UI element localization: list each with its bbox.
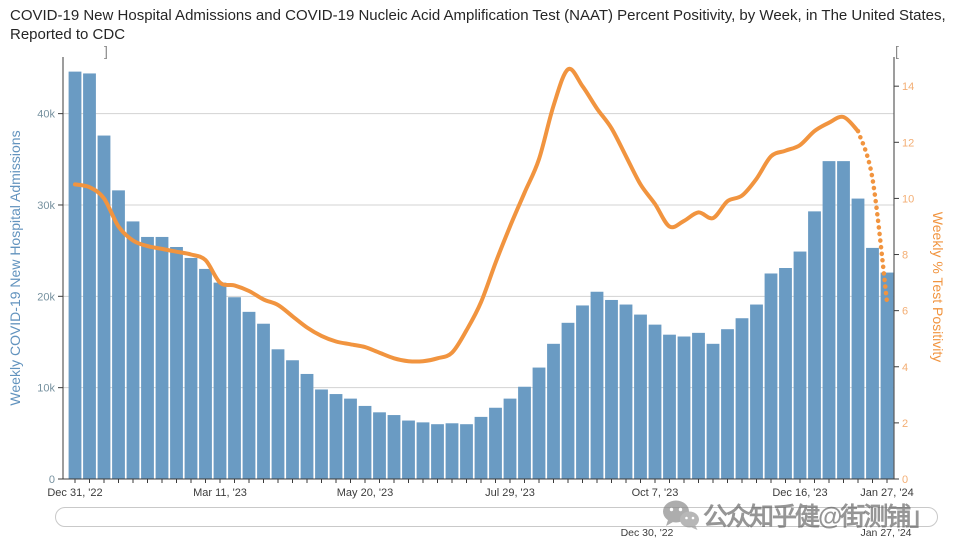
page-title: COVID-19 New Hospital Admissions and COV…: [10, 7, 946, 43]
right-tick-label: 12: [902, 137, 914, 149]
bar-week-50[interactable]: [793, 251, 807, 479]
x-tick-label: Dec 31, '22: [47, 487, 102, 499]
right-axis-title: Weekly % Test Positivity: [930, 212, 946, 362]
bar-week-49[interactable]: [779, 268, 792, 479]
x-tick-label: May 20, '23: [337, 487, 394, 499]
left-tick-label: 20k: [37, 291, 55, 303]
right-tick-label: 2: [902, 418, 908, 430]
bar-week-36[interactable]: [590, 291, 604, 479]
bar-week-28[interactable]: [474, 416, 488, 479]
bar-week-52[interactable]: [822, 161, 836, 479]
bar-week-56[interactable]: [880, 272, 894, 479]
tick-labels: 0 10k 20k 30k 40k 0 2 4 6 8 10 12 14 Dec 31, '22 Mar 1…: [37, 81, 914, 499]
bar-week-18[interactable]: [329, 394, 343, 479]
right-tick-label: 6: [902, 306, 908, 318]
bar-week-8[interactable]: [184, 257, 198, 479]
positivity-line-solid[interactable]: [73, 66, 860, 364]
range-handle-right-icon[interactable]: [: [895, 43, 899, 59]
admissions-bars[interactable]: [68, 71, 894, 480]
range-handle-left-icon[interactable]: ]: [104, 43, 108, 59]
bar-week-51[interactable]: [808, 211, 821, 479]
bar-week-20[interactable]: [358, 405, 372, 479]
bar-week-38[interactable]: [619, 304, 633, 479]
bar-week-31[interactable]: [518, 386, 531, 479]
range-slider-end-label: Jan 27, '24: [860, 527, 912, 539]
bar-week-5[interactable]: [141, 236, 154, 479]
bar-week-3[interactable]: [112, 190, 125, 479]
axes: [58, 57, 899, 483]
bar-week-54[interactable]: [851, 198, 865, 480]
bar-week-26[interactable]: [445, 423, 459, 479]
bar-week-39[interactable]: [634, 314, 647, 479]
bar-week-40[interactable]: [648, 324, 662, 479]
bar-week-16[interactable]: [300, 373, 314, 479]
bar-week-17[interactable]: [315, 389, 328, 479]
bar-week-47[interactable]: [750, 304, 763, 479]
bar-week-9[interactable]: [199, 268, 212, 479]
bar-week-23[interactable]: [402, 420, 415, 479]
bar-week-21[interactable]: [373, 412, 386, 479]
bar-week-2[interactable]: [97, 135, 111, 479]
bar-week-41[interactable]: [663, 334, 676, 479]
bar-week-10[interactable]: [213, 282, 227, 479]
combo-chart[interactable]: 0 10k 20k 30k 40k 0 2 4 6 8 10 12 14 Dec 31, '22 Mar 1…: [0, 0, 956, 500]
bar-week-29[interactable]: [489, 407, 502, 479]
x-tick-label: Dec 16, '23: [772, 487, 827, 499]
left-axis-title: Weekly COVID-19 New Hospital Admissions: [7, 130, 23, 405]
bar-week-46[interactable]: [735, 318, 749, 479]
bar-week-55[interactable]: [866, 247, 879, 479]
bar-week-27[interactable]: [460, 424, 473, 479]
bar-week-25[interactable]: [431, 424, 444, 479]
bar-week-43[interactable]: [692, 332, 705, 479]
bar-week-33[interactable]: [547, 343, 560, 479]
right-tick-label: 0: [902, 474, 908, 486]
range-slider-start-label: Dec 30, '22: [620, 527, 674, 539]
bar-week-12[interactable]: [242, 311, 256, 479]
right-tick-label: 8: [902, 250, 908, 262]
bar-week-24[interactable]: [416, 422, 430, 479]
bar-week-30[interactable]: [503, 398, 517, 479]
x-tick-label: Mar 11, '23: [193, 487, 247, 499]
bar-week-4[interactable]: [126, 221, 140, 479]
right-tick-label: 4: [902, 362, 908, 374]
bar-week-44[interactable]: [706, 343, 720, 479]
x-tick-label: Jan 27, '24: [860, 487, 913, 499]
positivity-line[interactable]: [73, 66, 890, 364]
left-tick-label: 0: [49, 474, 55, 486]
bar-week-22[interactable]: [387, 415, 401, 479]
bar-week-34[interactable]: [561, 322, 575, 479]
x-tick-label: Oct 7, '23: [632, 487, 679, 499]
bar-week-13[interactable]: [257, 323, 270, 479]
bar-week-45[interactable]: [721, 329, 734, 479]
bar-week-15[interactable]: [286, 360, 299, 479]
right-tick-label: 10: [902, 193, 914, 205]
bar-week-37[interactable]: [605, 299, 618, 479]
left-tick-label: 30k: [37, 200, 55, 212]
bar-week-14[interactable]: [271, 349, 285, 479]
right-tick-label: 14: [902, 81, 914, 93]
bar-week-48[interactable]: [764, 273, 778, 479]
bar-week-32[interactable]: [532, 367, 546, 479]
bar-week-0[interactable]: [68, 71, 82, 479]
positivity-line-dotted[interactable]: [855, 128, 890, 305]
bar-week-7[interactable]: [170, 246, 183, 479]
bar-week-6[interactable]: [155, 236, 169, 479]
bar-week-53[interactable]: [837, 161, 850, 479]
left-tick-label: 40k: [37, 109, 55, 121]
bar-week-11[interactable]: [228, 297, 241, 479]
bar-week-1[interactable]: [83, 73, 96, 479]
bar-week-19[interactable]: [344, 398, 357, 479]
bar-week-35[interactable]: [576, 305, 589, 479]
x-tick-label: Jul 29, '23: [485, 487, 535, 499]
range-slider[interactable]: [55, 507, 938, 527]
bar-week-42[interactable]: [677, 336, 691, 479]
left-tick-label: 10k: [37, 383, 55, 395]
